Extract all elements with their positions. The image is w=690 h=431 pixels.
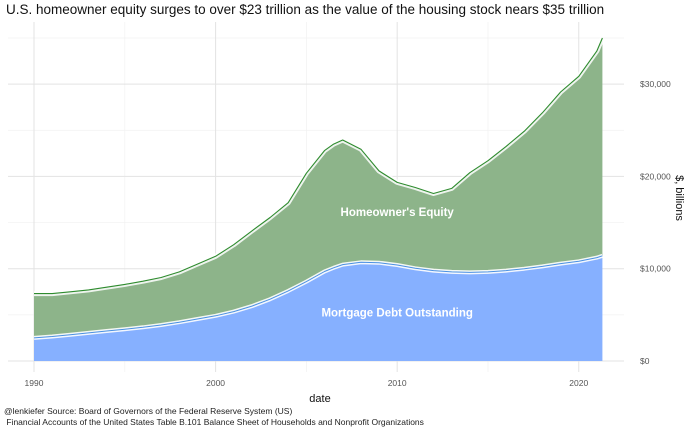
x-tick-label: 2010 (388, 378, 407, 388)
y-tick-label: $20,000 (640, 171, 671, 181)
equity-area (34, 38, 603, 338)
chart-areas (33, 37, 605, 361)
caption-line-2: Financial Accounts of the United States … (4, 417, 424, 427)
chart-title: U.S. homeowner equity surges to over $23… (6, 2, 605, 17)
x-tick-label: 1990 (25, 378, 44, 388)
area-labels: Homeowner's Equity Mortgage Debt Outstand… (321, 207, 472, 320)
y-tick-label: $10,000 (640, 264, 671, 274)
debt-area-label: Mortgage Debt Outstanding (321, 308, 472, 320)
y-tick-label: $30,000 (640, 79, 671, 89)
y-tick-label: $0 (640, 356, 650, 366)
y-axis-title: $, billions (673, 175, 685, 221)
debt-line (33, 255, 603, 339)
equity-line (34, 37, 603, 295)
x-tick-label: 2020 (569, 378, 588, 388)
axis-ticks: 1990 2000 2010 2020 $0 $10,000 $20,000 $30,000 (25, 79, 671, 388)
x-axis-title: date (309, 393, 330, 405)
caption-line-1: @lenkiefer Source: Board of Governors of… (4, 406, 293, 416)
x-tick-label: 2000 (206, 378, 225, 388)
equity-area-label: Homeowner's Equity (341, 207, 455, 219)
caption: @lenkiefer Source: Board of Governors of… (4, 406, 424, 428)
debt-area (34, 255, 603, 361)
